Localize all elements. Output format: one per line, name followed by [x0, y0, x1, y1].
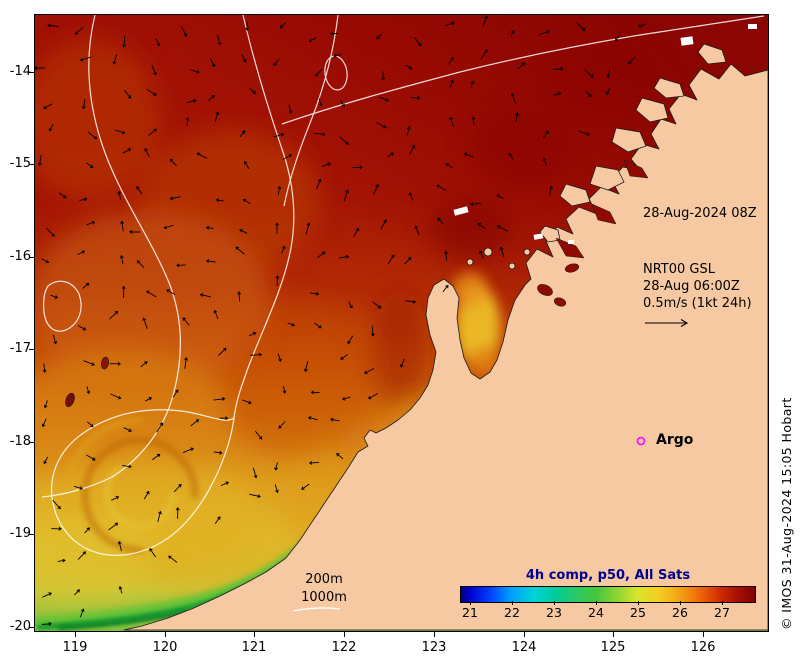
y-tickmark	[29, 349, 35, 350]
map-plot-frame	[34, 14, 769, 632]
colorbar-tick-label: 22	[504, 605, 520, 620]
colorbar-tick-label: 21	[462, 605, 478, 620]
argo-label: Argo	[656, 432, 694, 448]
x-tick-label: 122	[331, 640, 357, 655]
colorbar-tick-label: 23	[546, 605, 562, 620]
bathymetry-contours	[41, 15, 765, 556]
contour-key-200m: 200m	[305, 572, 343, 587]
island	[508, 262, 516, 270]
colorbar-ticks: 21 22 23 24 25 26 27	[460, 601, 756, 621]
current-vector-field	[35, 15, 646, 626]
contour-key-1000m: 1000m	[301, 590, 347, 605]
colorbar-tick-label: 25	[630, 605, 646, 620]
reef-markers	[65, 356, 109, 408]
y-tickmark	[29, 257, 35, 258]
y-tick-label: -20	[9, 619, 31, 634]
credit-text: © IMOS 31-Aug-2024 15:05 Hobart	[779, 397, 794, 630]
x-tickmark	[75, 631, 76, 637]
colorbar-tickmark	[554, 601, 555, 605]
colorbar-tickmark	[722, 601, 723, 605]
y-tick-label: -14	[9, 64, 31, 79]
land	[123, 43, 768, 631]
y-tickmark	[29, 534, 35, 535]
x-tick-label: 126	[690, 640, 716, 655]
velocity-key-product: NRT00 GSL	[643, 262, 715, 277]
colorbar-tickmark	[512, 601, 513, 605]
x-tickmark	[703, 631, 704, 637]
x-tick-label: 121	[241, 640, 267, 655]
x-tick-label: 123	[421, 640, 447, 655]
island	[635, 97, 669, 123]
x-tickmark	[524, 631, 525, 637]
velocity-key: NRT00 GSL 28-Aug 06:00Z 0.5m/s (1kt 24h)	[643, 261, 752, 312]
contour-key-line	[292, 607, 341, 612]
y-tick-label: -18	[9, 434, 31, 449]
contour-key: 200m 1000m	[287, 571, 361, 607]
colorbar-tickmark	[638, 601, 639, 605]
x-tickmark	[344, 631, 345, 637]
date-label: 28-Aug-2024 08Z	[643, 206, 757, 221]
y-tickmark	[29, 627, 35, 628]
x-tick-label: 120	[152, 640, 178, 655]
colorbar-title: 4h comp, p50, All Sats	[525, 568, 691, 583]
island	[697, 43, 727, 65]
y-tickmark	[29, 164, 35, 165]
colorbar-gradient	[460, 586, 756, 603]
x-tickmark	[613, 631, 614, 637]
island	[523, 248, 531, 256]
x-tick-label: 125	[600, 640, 626, 655]
island	[539, 225, 561, 243]
x-tick-label: 124	[511, 640, 537, 655]
colorbar-tick-label: 27	[714, 605, 730, 620]
x-tickmark	[254, 631, 255, 637]
y-tick-label: -16	[9, 249, 31, 264]
x-tickmark	[434, 631, 435, 637]
colorbar-tickmark	[680, 601, 681, 605]
x-tickmark	[165, 631, 166, 637]
colorbar-tick-label: 26	[672, 605, 688, 620]
y-tick-label: -17	[9, 341, 31, 356]
island	[611, 127, 647, 153]
colorbar-tick-label: 24	[588, 605, 604, 620]
colorbar-tickmark	[470, 601, 471, 605]
colorbar: 4h comp, p50, All Sats 21 22 23 24 25 26…	[460, 568, 756, 621]
velocity-reference-arrow	[645, 319, 689, 327]
island	[559, 183, 591, 207]
cloud-specks	[453, 24, 757, 244]
colorbar-tickmark	[596, 601, 597, 605]
argo-marker	[636, 436, 646, 446]
y-tickmark	[29, 72, 35, 73]
mainland	[123, 63, 768, 631]
velocity-key-time: 28-Aug 06:00Z	[643, 279, 740, 294]
y-tick-label: -15	[9, 156, 31, 171]
velocity-key-scale: 0.5m/s (1kt 24h)	[643, 296, 752, 311]
x-tick-label: 119	[62, 640, 88, 655]
map-canvas	[35, 15, 768, 631]
coastal-inlets	[537, 159, 649, 307]
y-tickmark	[29, 442, 35, 443]
island	[483, 247, 493, 257]
island	[653, 77, 685, 99]
island	[466, 258, 474, 266]
y-tick-label: -19	[9, 526, 31, 541]
island	[589, 165, 625, 191]
